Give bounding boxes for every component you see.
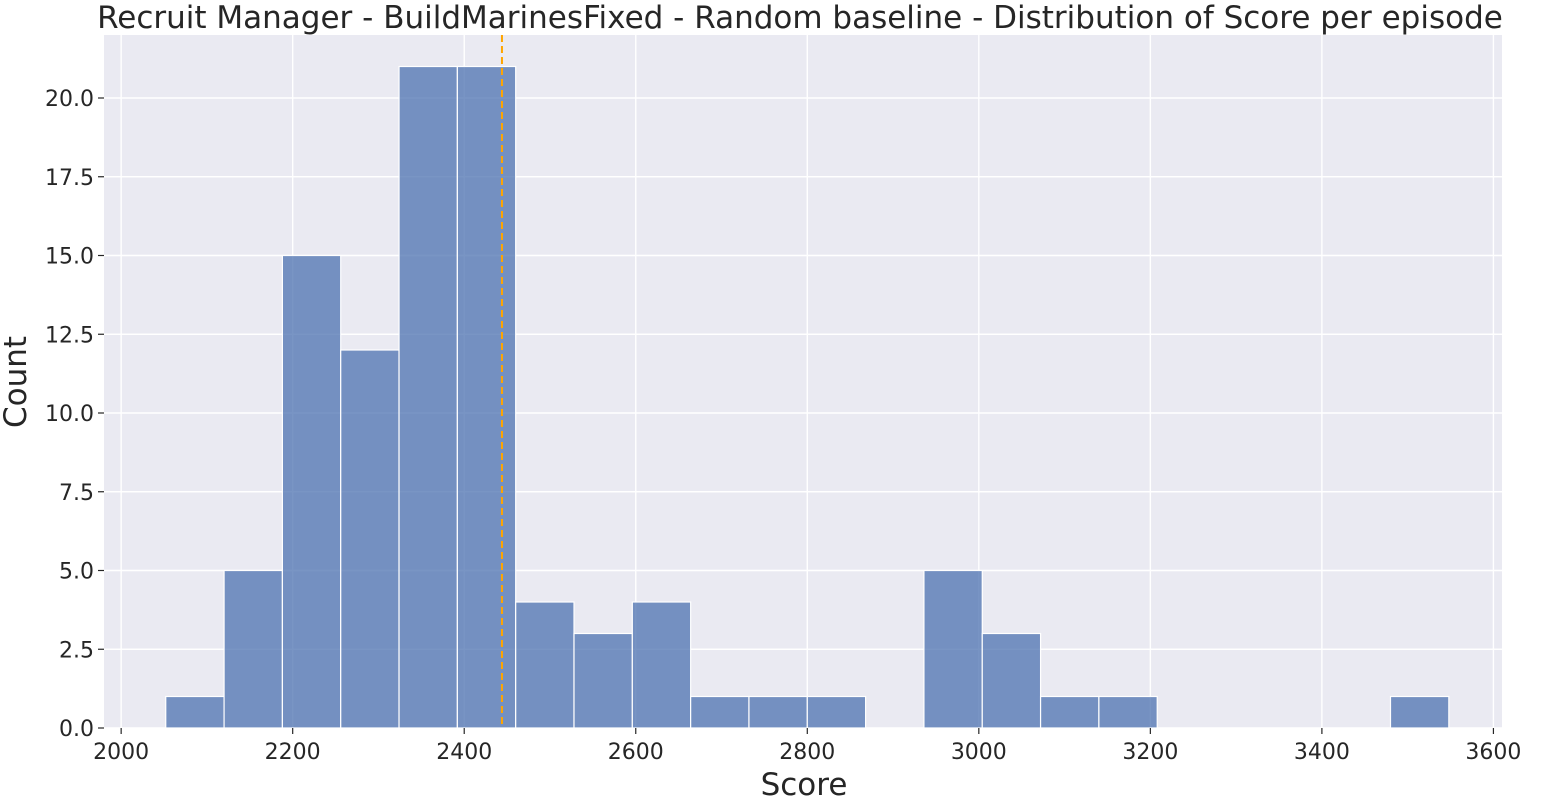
y-tick-label: 20.0 [45, 87, 94, 112]
y-tick-label: 10.0 [45, 402, 94, 427]
y-axis-ticks: 0.0 2.5 5.0 7.5 10.0 12.5 15.0 17.5 20.0 [45, 87, 104, 742]
histogram-bar [165, 695, 225, 729]
y-tick-label: 2.5 [59, 638, 94, 663]
histogram-bar [981, 632, 1042, 729]
histogram-bar [456, 65, 517, 729]
histogram-bar [1098, 695, 1158, 729]
histogram-bar [573, 632, 633, 729]
x-tick-label: 3600 [1465, 740, 1521, 765]
histogram-bar [923, 569, 983, 729]
x-tick-label: 3200 [1122, 740, 1178, 765]
y-tick-label: 17.5 [45, 166, 94, 191]
x-tick-label: 2600 [608, 740, 664, 765]
y-tick-label: 5.0 [59, 560, 94, 585]
y-axis-label: Count [0, 336, 34, 428]
histogram-bar [281, 254, 342, 729]
histogram-bar [1039, 695, 1100, 729]
x-axis-label: Score [761, 767, 848, 803]
histogram-bar [1389, 695, 1450, 729]
histogram-bar [690, 695, 750, 729]
histogram-bar [398, 65, 458, 729]
y-tick-label: 0.0 [59, 717, 94, 742]
x-tick-label: 2000 [93, 740, 149, 765]
x-tick-label: 2200 [265, 740, 321, 765]
histogram-bar [223, 569, 283, 729]
x-tick-label: 2800 [779, 740, 835, 765]
histogram-bar [748, 695, 808, 729]
histogram-bar [340, 349, 400, 729]
histogram-bar [806, 695, 867, 729]
y-tick-label: 7.5 [59, 481, 94, 506]
x-tick-label: 2400 [436, 740, 492, 765]
x-tick-label: 3000 [951, 740, 1007, 765]
x-axis-ticks: 2000 2200 2400 2600 2800 3000 3200 3400 3600 [93, 728, 1521, 765]
histogram-bar [515, 601, 575, 729]
chart-title: Recruit Manager - BuildMarinesFixed - Ra… [97, 0, 1503, 36]
histogram-bars [165, 65, 1450, 729]
x-tick-label: 3400 [1294, 740, 1350, 765]
y-tick-label: 12.5 [45, 323, 94, 348]
histogram-bar [631, 601, 692, 729]
y-tick-label: 15.0 [45, 245, 94, 270]
